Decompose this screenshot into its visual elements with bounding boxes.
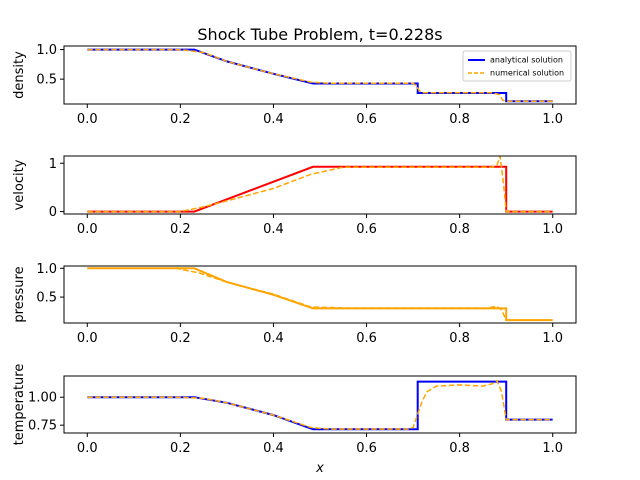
- density-x-tick-label: 0.6: [356, 112, 377, 127]
- pressure-x-tick-label: 0.6: [356, 331, 377, 346]
- velocity-axis-label: velocity: [12, 159, 27, 210]
- panel-pressure: 0.0 0.2 0.4 0.6 0.8 1.0 0.5 1.0 pressure: [12, 262, 577, 346]
- temperature-x-tick-label: 0.6: [356, 441, 377, 456]
- temperature-y-tick-label: 1.00: [28, 391, 57, 406]
- density-x-tick-label: 0.0: [77, 112, 98, 127]
- density-y-tick-label: 0.5: [36, 73, 57, 88]
- pressure-numerical-line: [87, 267, 553, 321]
- velocity-y-tick-label: 0: [49, 205, 57, 220]
- legend-box: [462, 50, 572, 82]
- temperature-x-tick-label: 1.0: [542, 441, 563, 456]
- density-axis-label: density: [12, 51, 27, 99]
- panel-density: 0.0 0.2 0.4 0.6 0.8 1.0 0.5 1.0 density: [12, 43, 577, 127]
- velocity-x-tick-label: 0.2: [170, 222, 191, 237]
- velocity-x-tick-label: 0.6: [356, 222, 377, 237]
- velocity-x-tick-label: 0.0: [77, 222, 98, 237]
- legend: analytical solution numerical solution: [462, 50, 572, 82]
- temperature-axis-label: temperature: [12, 364, 27, 446]
- pressure-x-tick-label: 0.8: [449, 331, 470, 346]
- velocity-x-tick-label: 0.8: [449, 222, 470, 237]
- density-x-tick-label: 0.8: [449, 112, 470, 127]
- density-axes-frame: [63, 45, 577, 105]
- temperature-x-tick-label: 0.8: [449, 441, 470, 456]
- pressure-x-tick-label: 0.0: [77, 331, 98, 346]
- pressure-analytical-line: [87, 267, 553, 322]
- subplot-panels: 0.0 0.2 0.4 0.6 0.8 1.0 0.5 1.0 density 0.0 0.2 0.4…: [12, 43, 577, 456]
- velocity-x-tick-label: 0.4: [263, 222, 284, 237]
- legend-numerical-label: numerical solution: [490, 69, 564, 78]
- pressure-axis-label: pressure: [12, 266, 27, 322]
- panel-velocity: 0.0 0.2 0.4 0.6 0.8 1.0 0 1 velocity: [12, 155, 577, 237]
- temperature-y-tick-label: 0.75: [28, 419, 57, 434]
- pressure-y-tick-label: 0.5: [36, 291, 57, 306]
- velocity-analytical-line: [87, 165, 553, 213]
- velocity-axes-frame: [63, 155, 577, 215]
- x-axis-label: x: [315, 461, 324, 476]
- pressure-x-tick-label: 0.4: [263, 331, 284, 346]
- temperature-axes-frame: [63, 375, 577, 434]
- temperature-analytical-line: [87, 380, 553, 431]
- density-x-tick-label: 0.2: [170, 112, 191, 127]
- density-x-tick-label: 0.4: [263, 112, 284, 127]
- temperature-x-tick-label: 0.0: [77, 441, 98, 456]
- pressure-x-tick-label: 0.2: [170, 331, 191, 346]
- density-y-tick-label: 1.0: [36, 43, 57, 58]
- chart-title: Shock Tube Problem, t=0.228s: [197, 25, 442, 44]
- pressure-axes-frame: [63, 265, 577, 324]
- pressure-x-tick-label: 1.0: [542, 331, 563, 346]
- velocity-numerical-line: [87, 155, 553, 213]
- legend-analytical-label: analytical solution: [490, 56, 563, 65]
- density-numerical-line: [87, 48, 553, 103]
- pressure-y-tick-label: 1.0: [36, 262, 57, 277]
- temperature-x-tick-label: 0.2: [170, 441, 191, 456]
- temperature-numerical-line: [87, 379, 553, 430]
- velocity-y-tick-label: 1: [49, 157, 57, 172]
- velocity-x-tick-label: 1.0: [542, 222, 563, 237]
- temperature-x-tick-label: 0.4: [263, 441, 284, 456]
- density-x-tick-label: 1.0: [542, 112, 563, 127]
